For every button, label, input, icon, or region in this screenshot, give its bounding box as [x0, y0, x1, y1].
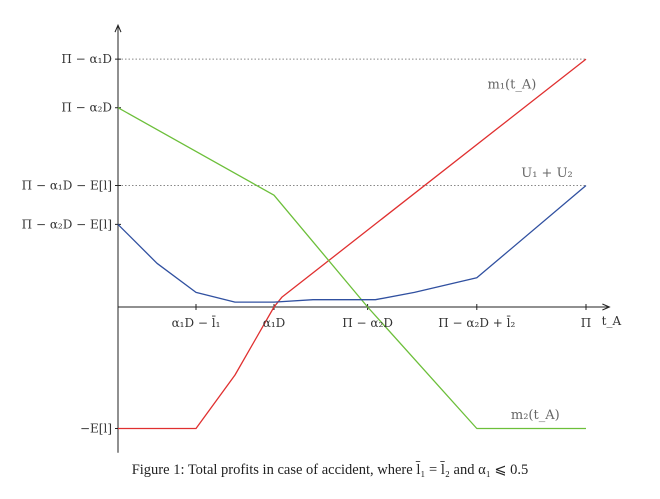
y-tick-label-2: Π − α₁D − E[l]: [22, 179, 112, 193]
x-tick-label-1: α₁D: [263, 316, 286, 330]
x-axis-label: t_A: [602, 314, 622, 328]
series-line-0: [118, 58, 587, 430]
series-label-0: m₁(t_A): [488, 77, 537, 92]
y-tick-label-0: Π − α₁D: [61, 52, 112, 66]
series-line-2: [117, 185, 587, 303]
x-axis-arrow: [602, 303, 611, 311]
reference-lines: [118, 58, 586, 186]
y-tick-label-3: Π − α₂D − E[l]: [22, 217, 112, 231]
x-tick-label-0: α₁D − l̄₁: [172, 314, 221, 330]
axes: [114, 23, 611, 453]
x-tick-label-3: Π − α₂D + l̄₂: [438, 314, 515, 330]
series-label-2: U₁ + U₂: [521, 166, 573, 181]
y-axis-arrow: [114, 23, 122, 33]
y-tick-label-1: Π − α₂D: [61, 101, 112, 115]
x-tick-label-2: Π − α₂D: [342, 316, 393, 330]
series-line-1: [117, 107, 586, 430]
y-tick-label-4: −E[l]: [80, 422, 112, 436]
x-tick-label-4: Π: [581, 316, 591, 330]
series-lines: [117, 58, 587, 430]
figure-caption: Figure 1: Total profits in case of accid…: [131, 462, 529, 478]
series-label-1: m₂(t_A): [511, 408, 560, 423]
